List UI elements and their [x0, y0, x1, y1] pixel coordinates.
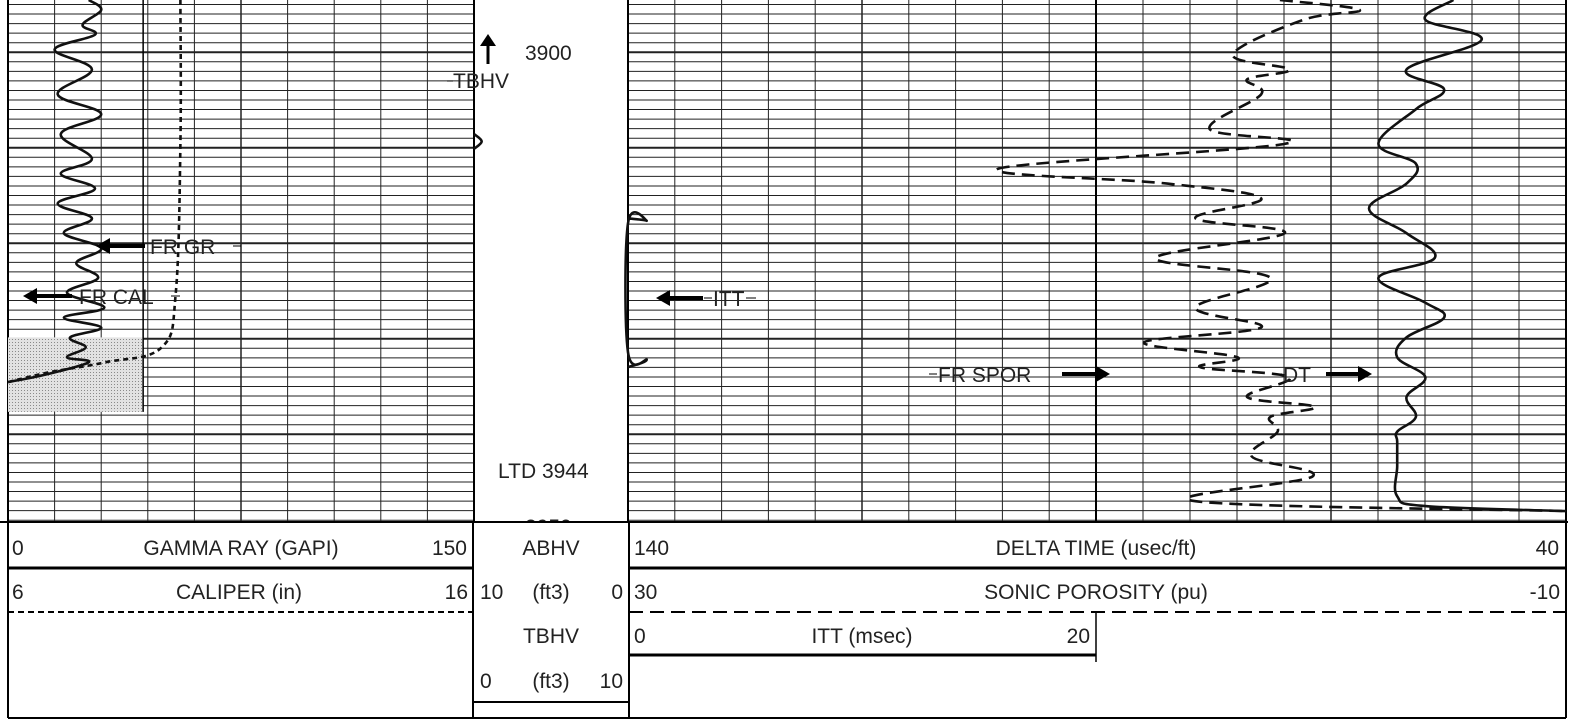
log-header: 0 GAMMA RAY (GAPI) 150 6 CALIPER (in) 16…: [0, 521, 1581, 725]
itt-arrow-head: [656, 290, 670, 306]
depth-3900-label: 3900: [525, 42, 572, 65]
gr-name-label: GAMMA RAY (GAPI): [143, 537, 338, 560]
abhv-max-label: 0: [611, 581, 623, 604]
depth-3950-label: 3950: [525, 516, 572, 539]
cal-max-label: 16: [445, 581, 468, 604]
spor-name-label: SONIC POROSITY (pu): [984, 581, 1208, 604]
itt-name-label: ITT (msec): [811, 625, 912, 648]
annotations: TBHV 3900 FR GR FR CAL ITT FR SPOR DT LT…: [23, 34, 1372, 483]
fr-cal-arrow-head: [23, 288, 37, 304]
spor-max-label: -10: [1530, 581, 1560, 604]
itt-curve-label: ITT: [713, 288, 745, 311]
fr-spor-curve-label: FR SPOR: [938, 364, 1031, 387]
washout-shading: [8, 337, 144, 412]
dt-arrow-head: [1358, 366, 1372, 382]
delta-time-curve: [1367, 0, 1567, 513]
tbhv-name-label: TBHV: [523, 625, 579, 648]
tbhv-max-label: 10: [600, 670, 623, 693]
tbhv-min-label: 0: [480, 670, 492, 693]
tbhv-curve-label: TBHV: [453, 70, 509, 93]
log-grid: [7, 0, 1567, 521]
caliper-curve: [7, 0, 183, 384]
fr-cal-curve-label: FR CAL: [79, 286, 154, 309]
dt-name-label: DELTA TIME (usec/ft): [996, 537, 1197, 560]
caliper-shading: [8, 0, 144, 412]
log-curves: [7, 0, 1567, 513]
dt-min-label: 140: [634, 537, 669, 560]
dt-curve-label: DT: [1283, 364, 1311, 387]
ltd-depth-label: LTD 3944: [498, 460, 589, 483]
gamma-ray-curve: [7, 0, 106, 384]
gr-max-label: 150: [432, 537, 467, 560]
cal-min-label: 6: [12, 581, 24, 604]
itt-curve: [624, 211, 648, 369]
tbhv-arrow-head: [480, 34, 496, 46]
fr-gr-curve-label: FR GR: [150, 236, 215, 259]
abhv-min-label: 10: [480, 581, 503, 604]
itt-min-label: 0: [634, 625, 646, 648]
dt-max-label: 40: [1536, 537, 1559, 560]
tbhv-curve: [473, 132, 483, 150]
gr-min-label: 0: [12, 537, 24, 560]
itt-max-label: 20: [1067, 625, 1090, 648]
sonic-porosity-curve: [995, 0, 1567, 513]
spor-min-label: 30: [634, 581, 657, 604]
cal-name-label: CALIPER (in): [176, 581, 302, 604]
fr-gr-arrow-head: [96, 238, 110, 254]
fr-spor-arrow-head: [1096, 366, 1110, 382]
abhv-name-label: ABHV: [522, 537, 579, 560]
abhv-unit-label: (ft3): [532, 581, 569, 604]
tbhv-unit-label: (ft3): [532, 670, 569, 693]
header-background: [0, 522, 1581, 725]
